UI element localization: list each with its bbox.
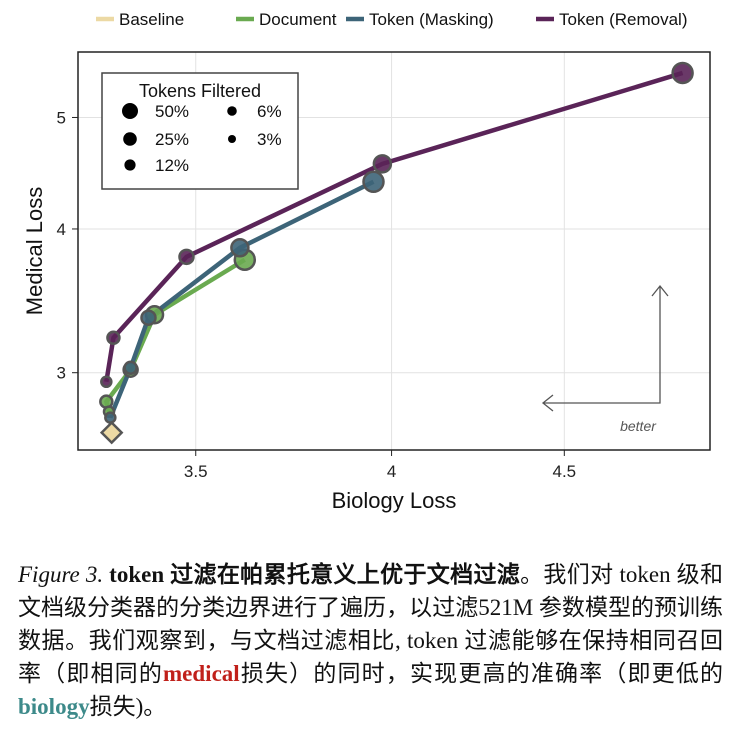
- caption-body: 损失）的同时，实现更高的准确率（即更低的: [239, 661, 724, 686]
- size-legend-marker: [228, 135, 236, 143]
- x-axis-label: Biology Loss: [332, 488, 457, 513]
- data-point: [140, 309, 157, 326]
- baseline-point: [99, 420, 124, 445]
- size-legend-marker: [123, 132, 137, 146]
- pareto-chart: 3.5 4 4.5 3 4 5 Biology Loss Medical Loss better…: [22, 10, 711, 513]
- size-legend-label: 3%: [257, 130, 282, 149]
- y-tick-label: 5: [57, 108, 66, 127]
- caption-medical: medical: [163, 661, 240, 686]
- size-legend-label: 25%: [155, 130, 189, 149]
- series-line-document: [103, 257, 246, 413]
- data-point: [106, 330, 121, 346]
- better-annotation: better: [620, 418, 657, 434]
- data-point: [671, 61, 694, 85]
- legend-label: Document: [259, 10, 337, 29]
- legend-label: Token (Masking): [369, 10, 494, 29]
- data-point: [104, 411, 117, 424]
- caption-biology: biology: [18, 694, 90, 719]
- legend-label: Baseline: [119, 10, 184, 29]
- y-axis-label: Medical Loss: [22, 187, 47, 315]
- plot-frame: [77, 51, 711, 451]
- data-point: [230, 238, 250, 258]
- size-legend-marker: [124, 159, 136, 171]
- data-point: [372, 154, 393, 174]
- size-legend-label: 6%: [257, 102, 282, 121]
- figure-caption: Figure 3. token 过滤在帕累托意义上优于文档过滤。我们对 toke…: [18, 558, 723, 723]
- size-legend-label: 50%: [155, 102, 189, 121]
- x-tick-label: 4.5: [552, 462, 576, 481]
- x-tick-label: 4: [387, 462, 396, 481]
- size-legend-label: 12%: [155, 156, 189, 175]
- caption-title: token 过滤在帕累托意义上优于文档过滤: [109, 562, 521, 587]
- data-point: [178, 248, 195, 266]
- y-tick-label: 4: [57, 220, 66, 239]
- size-legend-marker: [227, 106, 237, 116]
- size-legend-marker: [122, 103, 138, 119]
- data-point: [362, 170, 385, 194]
- data-point: [123, 360, 138, 375]
- caption-label: Figure 3.: [18, 562, 104, 587]
- x-tick-label: 3.5: [184, 462, 208, 481]
- data-point: [100, 375, 113, 389]
- y-tick-label: 3: [57, 364, 66, 383]
- caption-body: 损失)。: [89, 694, 167, 719]
- caption-body: 。我们对 token 级和文档级分类器的分类边界进行了遍历，以过滤521M 参数…: [18, 562, 724, 686]
- better-arrow: [541, 284, 669, 412]
- size-legend-box: [101, 72, 299, 190]
- size-legend-title: Tokens Filtered: [139, 81, 261, 101]
- legend-label: Token (Removal): [559, 10, 688, 29]
